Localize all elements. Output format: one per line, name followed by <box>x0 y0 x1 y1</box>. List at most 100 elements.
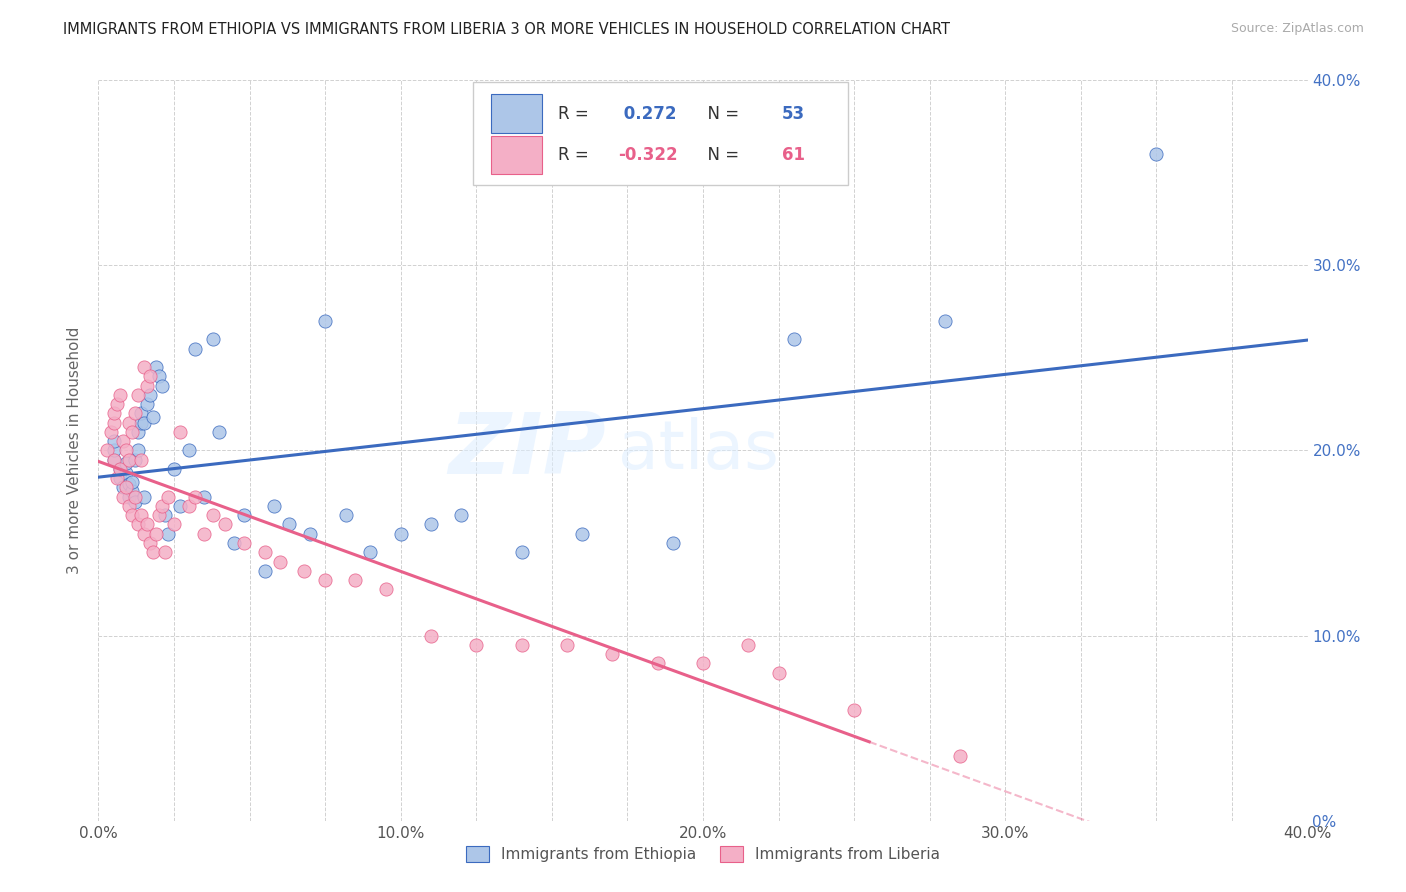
Point <box>156 526 179 541</box>
Point <box>292 564 315 578</box>
Point <box>253 545 276 559</box>
Point <box>103 452 125 467</box>
Point <box>420 628 443 642</box>
FancyBboxPatch shape <box>492 136 543 174</box>
Point <box>253 564 276 578</box>
Point <box>420 517 443 532</box>
Point <box>124 495 146 509</box>
Point <box>510 638 533 652</box>
Point <box>124 490 146 504</box>
Point <box>202 332 225 346</box>
Point <box>108 462 131 476</box>
Point <box>163 462 186 476</box>
Point <box>114 466 136 480</box>
Point <box>103 443 125 458</box>
Text: R =: R = <box>558 146 593 164</box>
Point <box>208 425 231 439</box>
Point <box>139 388 162 402</box>
Point <box>114 481 136 495</box>
Point <box>118 476 141 491</box>
Point <box>135 397 157 411</box>
Text: 0.272: 0.272 <box>619 104 676 122</box>
Point <box>111 490 134 504</box>
Point <box>169 499 191 513</box>
Point <box>737 638 759 652</box>
Point <box>232 508 254 523</box>
Text: ZIP: ZIP <box>449 409 606 492</box>
Point <box>768 665 790 680</box>
Point <box>299 526 322 541</box>
Point <box>129 416 152 430</box>
Point <box>314 314 336 328</box>
Point <box>153 508 176 523</box>
Point <box>145 360 167 375</box>
Point <box>127 517 149 532</box>
Point <box>692 657 714 671</box>
Point <box>184 342 207 356</box>
Point <box>555 638 578 652</box>
Point <box>145 526 167 541</box>
Point <box>934 314 956 328</box>
Point <box>105 397 128 411</box>
Point <box>389 526 412 541</box>
Point <box>374 582 396 597</box>
Point <box>344 573 367 587</box>
Text: IMMIGRANTS FROM ETHIOPIA VS IMMIGRANTS FROM LIBERIA 3 OR MORE VEHICLES IN HOUSEH: IMMIGRANTS FROM ETHIOPIA VS IMMIGRANTS F… <box>63 22 950 37</box>
Point <box>129 452 152 467</box>
Point <box>132 416 155 430</box>
Point <box>335 508 357 523</box>
Point <box>118 416 141 430</box>
Point <box>202 508 225 523</box>
Point <box>661 536 683 550</box>
Point <box>647 657 669 671</box>
Point <box>142 410 165 425</box>
Point <box>127 388 149 402</box>
Point <box>184 490 207 504</box>
Point <box>103 452 125 467</box>
Text: R =: R = <box>558 104 593 122</box>
Point <box>844 703 866 717</box>
Point <box>783 332 806 346</box>
Point <box>121 425 143 439</box>
Point <box>949 748 972 763</box>
Point <box>118 499 141 513</box>
Point <box>132 526 155 541</box>
Text: -0.322: -0.322 <box>619 146 678 164</box>
Point <box>156 490 179 504</box>
Point <box>118 452 141 467</box>
Point <box>96 443 118 458</box>
Point <box>121 484 143 499</box>
Point <box>153 545 176 559</box>
FancyBboxPatch shape <box>474 82 848 186</box>
Point <box>148 508 170 523</box>
Point <box>510 545 533 559</box>
Point <box>105 471 128 485</box>
Point <box>169 425 191 439</box>
Point <box>114 443 136 458</box>
Text: N =: N = <box>697 104 744 122</box>
Point <box>1144 147 1167 161</box>
Point <box>127 425 149 439</box>
Point <box>142 545 165 559</box>
FancyBboxPatch shape <box>492 95 543 133</box>
Point <box>263 499 285 513</box>
Point <box>232 536 254 550</box>
Point <box>193 490 215 504</box>
Point <box>465 638 488 652</box>
Point <box>602 647 624 661</box>
Point <box>111 434 134 449</box>
Point <box>269 554 291 569</box>
Text: 61: 61 <box>782 146 804 164</box>
Point <box>150 378 173 392</box>
Point <box>124 452 146 467</box>
Point <box>100 425 122 439</box>
Point <box>214 517 236 532</box>
Point <box>127 443 149 458</box>
Text: 53: 53 <box>782 104 804 122</box>
Point <box>135 378 157 392</box>
Point <box>132 360 155 375</box>
Point <box>179 443 201 458</box>
Point <box>129 508 152 523</box>
Text: Source: ZipAtlas.com: Source: ZipAtlas.com <box>1230 22 1364 36</box>
Point <box>103 434 125 449</box>
